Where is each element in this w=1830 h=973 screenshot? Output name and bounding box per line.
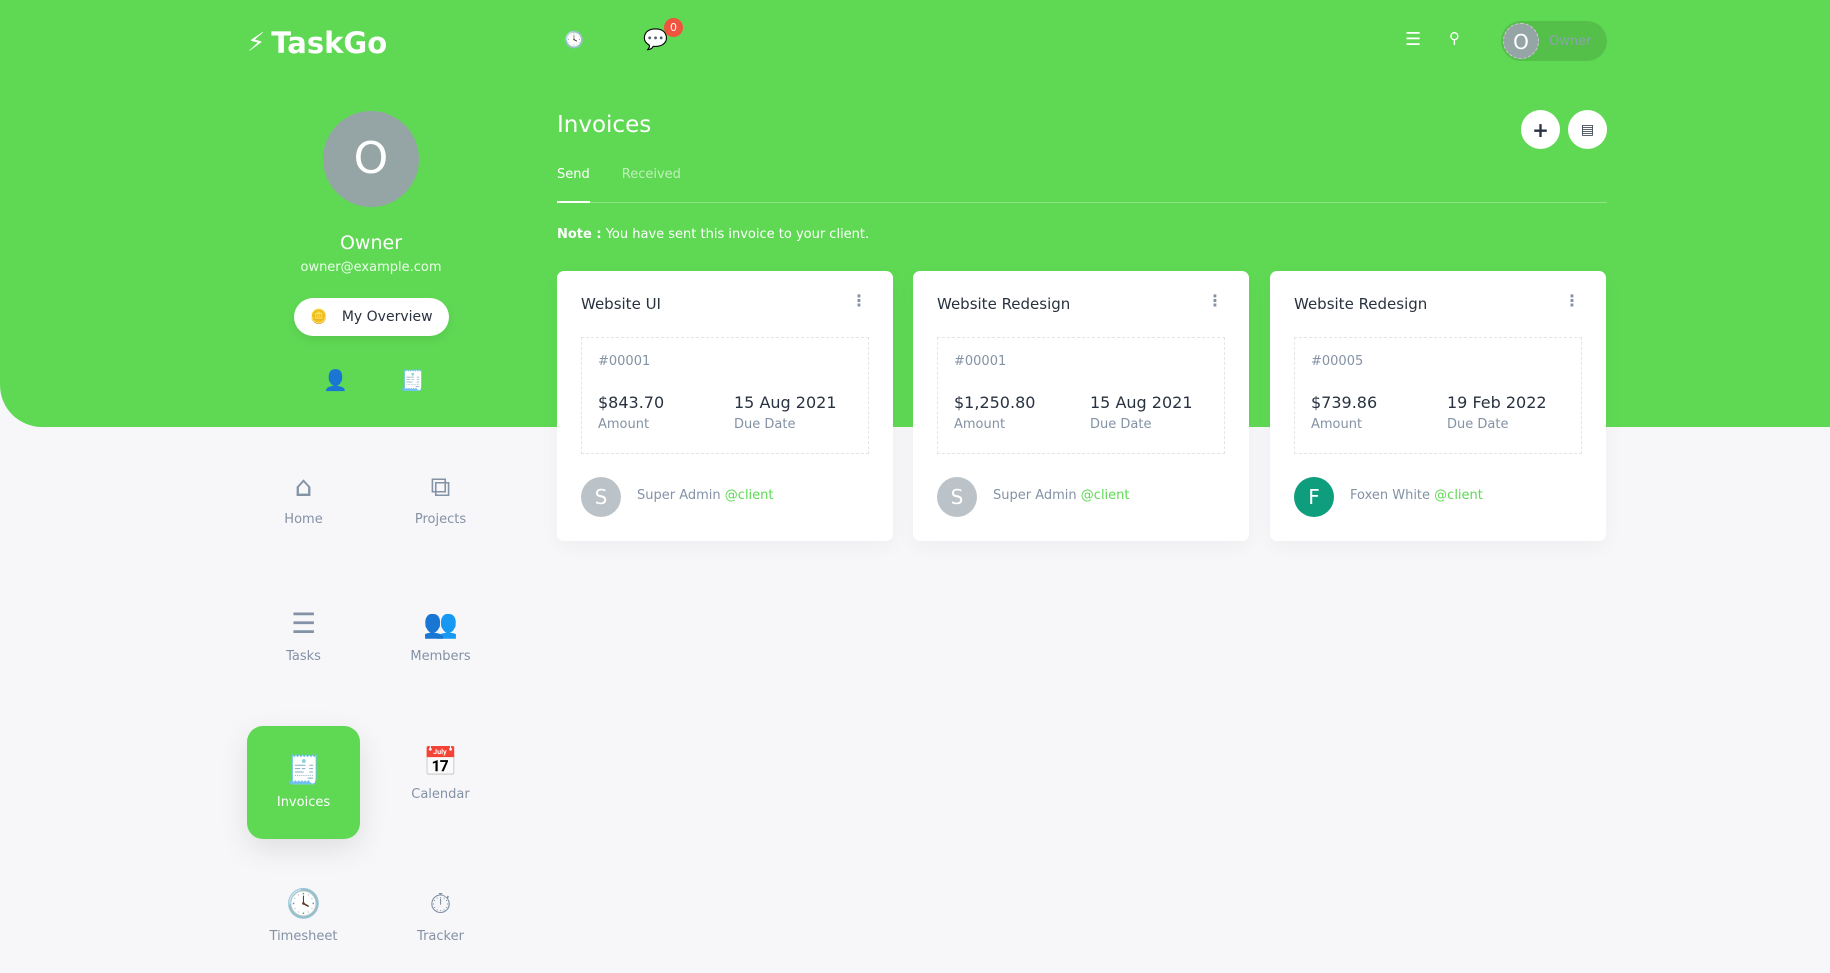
nav-home[interactable]: ⌂ Home xyxy=(284,470,323,528)
due-date: 19 Feb 2022 xyxy=(1447,393,1547,412)
page-title: Invoices xyxy=(557,112,652,138)
calendar-icon: 📅 xyxy=(423,745,458,778)
invoice-number: #00001 xyxy=(598,354,651,369)
profile-name: Owner xyxy=(339,232,403,254)
profile-avatar: O xyxy=(323,111,419,207)
nav-members[interactable]: 👥 Members xyxy=(410,607,471,665)
clock-icon[interactable]: 🕓 xyxy=(564,30,584,49)
user-menu[interactable]: O Owner xyxy=(1501,21,1607,61)
amount-label: Amount xyxy=(598,417,650,432)
users-icon: 👥 xyxy=(423,607,458,640)
receipt-icon: 🧾 xyxy=(286,753,321,786)
clock-icon: 🕓 xyxy=(286,887,321,920)
nav-tasks[interactable]: ☰ Tasks xyxy=(286,607,321,665)
nav-calendar[interactable]: 📅 Calendar xyxy=(411,745,470,803)
nav-tracker[interactable]: ⏱ Tracker xyxy=(417,887,464,945)
invoice-amount: $1,250.80 xyxy=(954,393,1036,412)
invoice-title: Website UI xyxy=(581,295,661,313)
user-name: Owner xyxy=(1549,33,1592,49)
chat-icon[interactable]: 💬 xyxy=(643,27,668,51)
due-date: 15 Aug 2021 xyxy=(734,393,837,412)
due-date-label: Due Date xyxy=(1090,417,1152,432)
amount-label: Amount xyxy=(1311,417,1363,432)
search-icon[interactable]: ⚲ xyxy=(1449,29,1460,47)
client-avatar: S xyxy=(937,477,977,517)
nav-projects[interactable]: ⧉ Projects xyxy=(414,470,467,528)
more-options-icon[interactable]: ⋮ xyxy=(1207,291,1223,310)
due-date: 15 Aug 2021 xyxy=(1090,393,1193,412)
note: Note : You have sent this invoice to you… xyxy=(557,227,870,242)
invoice-details: #00001 $1,250.80 Amount 15 Aug 2021 Due … xyxy=(937,337,1225,454)
client-handle: @client xyxy=(1080,488,1130,503)
nav-timesheet[interactable]: 🕓 Timesheet xyxy=(269,887,338,945)
profile-email: owner@example.com xyxy=(300,260,442,275)
client-name: Super Admin @client xyxy=(993,488,1130,503)
invoice-number: #00005 xyxy=(1311,354,1364,369)
more-options-icon[interactable]: ⋮ xyxy=(851,291,867,310)
client-avatar: S xyxy=(581,477,621,517)
invoice-number: #00001 xyxy=(954,354,1007,369)
notification-badge: 0 xyxy=(664,18,683,37)
export-csv-button[interactable]: ▤ xyxy=(1568,110,1607,149)
invoice-title: Website Redesign xyxy=(937,295,1071,313)
my-overview-button[interactable]: 🪙 My Overview xyxy=(294,298,449,336)
tasks-icon: ☰ xyxy=(290,607,317,640)
invoice-card[interactable]: Website Redesign ⋮ #00005 $739.86 Amount… xyxy=(1270,271,1606,541)
due-date-label: Due Date xyxy=(734,417,796,432)
bolt-icon: ⚡ xyxy=(247,28,266,58)
user-icon[interactable]: 👤 xyxy=(323,368,348,392)
project-diagram-icon: ⧉ xyxy=(430,470,451,503)
due-date-label: Due Date xyxy=(1447,417,1509,432)
client-name: Foxen White @client xyxy=(1350,488,1483,503)
client-name: Super Admin @client xyxy=(637,488,774,503)
invoice-details: #00005 $739.86 Amount 19 Feb 2022 Due Da… xyxy=(1294,337,1582,454)
invoice-amount: $843.70 xyxy=(598,393,665,412)
invoice-title: Website Redesign xyxy=(1294,295,1428,313)
receipt-icon[interactable]: 🧾 xyxy=(400,368,425,392)
invoice-card[interactable]: Website Redesign ⋮ #00001 $1,250.80 Amou… xyxy=(913,271,1249,541)
home-icon: ⌂ xyxy=(294,470,313,503)
nav-invoices[interactable]: 🧾 Invoices xyxy=(247,726,360,839)
client-handle: @client xyxy=(1434,488,1483,503)
coins-icon: 🪙 xyxy=(310,309,328,325)
tab-send[interactable]: Send xyxy=(557,167,590,203)
amount-label: Amount xyxy=(954,417,1006,432)
invoice-amount: $739.86 xyxy=(1311,393,1378,412)
stopwatch-icon: ⏱ xyxy=(429,887,452,920)
invoice-card[interactable]: Website UI ⋮ #00001 $843.70 Amount 15 Au… xyxy=(557,271,893,541)
logo[interactable]: ⚡ TaskGo xyxy=(247,26,388,60)
plus-icon: + xyxy=(1532,117,1549,142)
client-avatar: F xyxy=(1294,477,1334,517)
invoice-tabs: Send Received xyxy=(557,167,1607,203)
more-options-icon[interactable]: ⋮ xyxy=(1564,291,1580,310)
add-invoice-button[interactable]: + xyxy=(1521,110,1560,149)
invoice-details: #00001 $843.70 Amount 15 Aug 2021 Due Da… xyxy=(581,337,869,454)
client-handle: @client xyxy=(724,488,774,503)
tab-received[interactable]: Received xyxy=(621,167,681,182)
file-csv-icon: ▤ xyxy=(1580,121,1595,138)
avatar: O xyxy=(1503,23,1539,59)
menu-icon[interactable]: ☰ xyxy=(1405,29,1422,50)
